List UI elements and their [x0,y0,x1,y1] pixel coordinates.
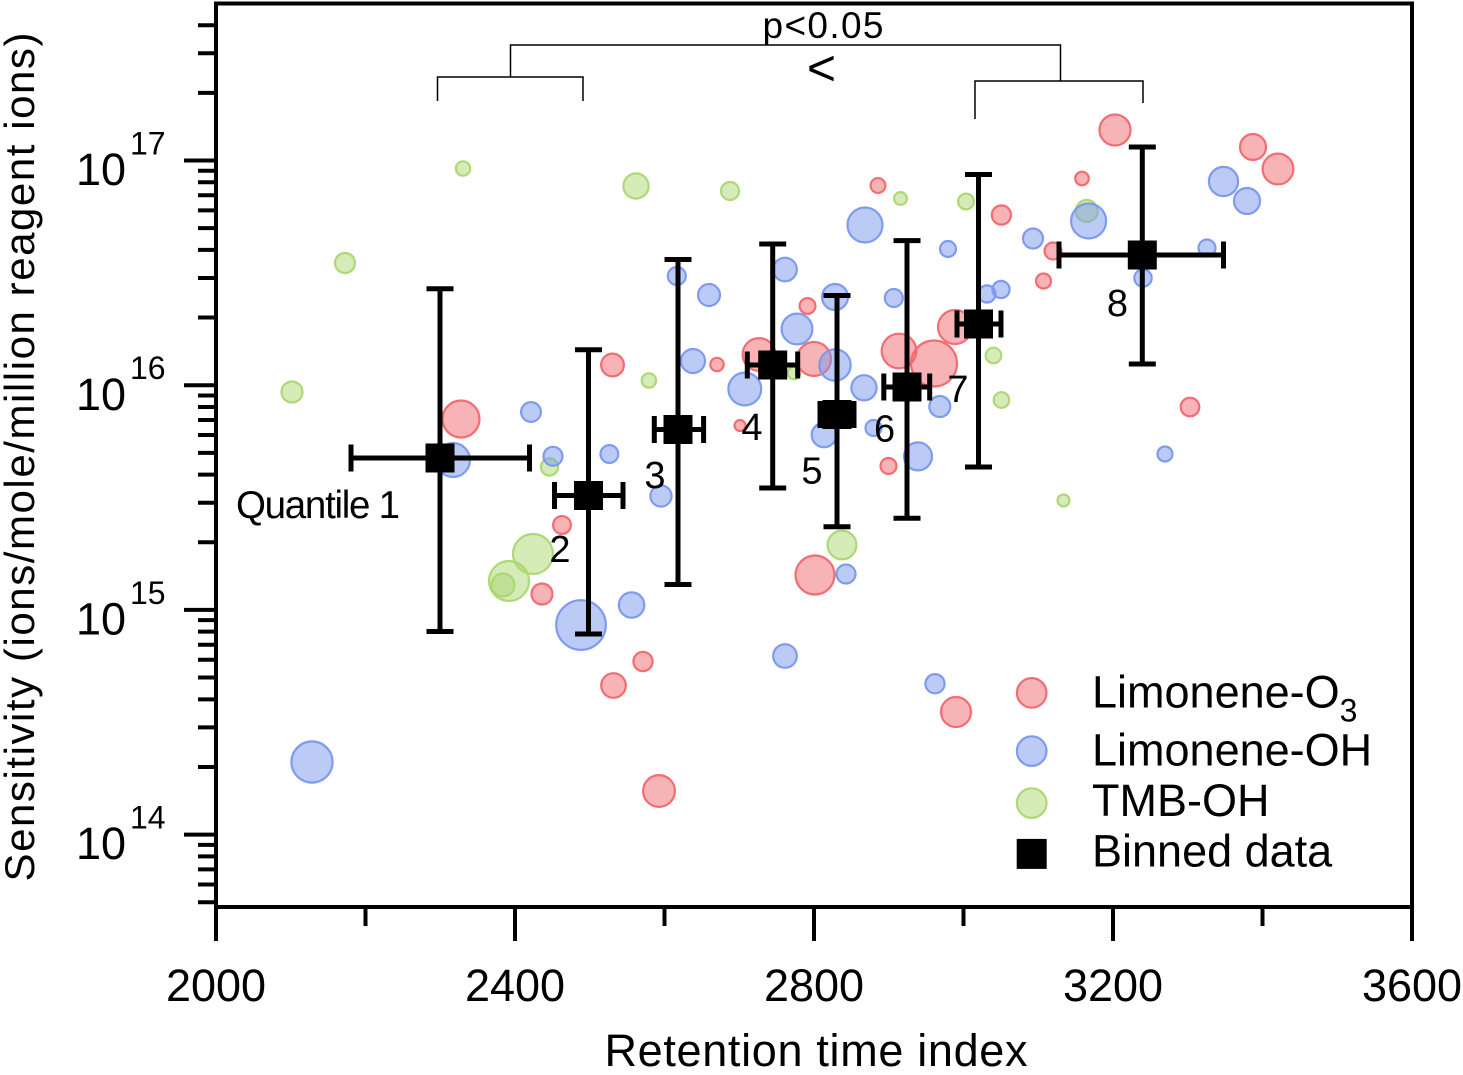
svg-text:15: 15 [130,575,166,611]
svg-text:3600: 3600 [1362,960,1462,1011]
svg-text:16: 16 [130,350,166,386]
svg-text:10: 10 [76,369,126,420]
svg-text:4: 4 [741,407,762,449]
svg-text:17: 17 [130,126,166,162]
svg-text:2: 2 [549,529,570,571]
svg-text:Sensitivity (ions/mole/million: Sensitivity (ions/mole/million reagent i… [0,33,43,882]
svg-text:3200: 3200 [1063,960,1163,1011]
svg-text:Quantile 1: Quantile 1 [236,484,400,527]
svg-text:2000: 2000 [166,960,266,1011]
svg-text:10: 10 [76,818,126,869]
svg-text:TMB-OH: TMB-OH [1092,775,1269,826]
svg-text:7: 7 [947,369,968,411]
svg-text:10: 10 [76,144,126,195]
svg-text:p<0.05: p<0.05 [763,5,884,46]
svg-text:5: 5 [801,451,822,493]
svg-text:10: 10 [76,594,126,645]
svg-text:3: 3 [644,455,665,497]
svg-text:6: 6 [874,409,895,451]
svg-text:<: < [807,40,836,96]
svg-text:2800: 2800 [764,960,864,1011]
svg-text:14: 14 [130,800,166,836]
svg-text:Retention time index: Retention time index [605,1025,1029,1070]
svg-text:Limonene-OH: Limonene-OH [1092,725,1372,776]
svg-text:2400: 2400 [465,960,565,1011]
svg-text:8: 8 [1107,283,1128,325]
svg-text:Binned data: Binned data [1092,826,1333,877]
